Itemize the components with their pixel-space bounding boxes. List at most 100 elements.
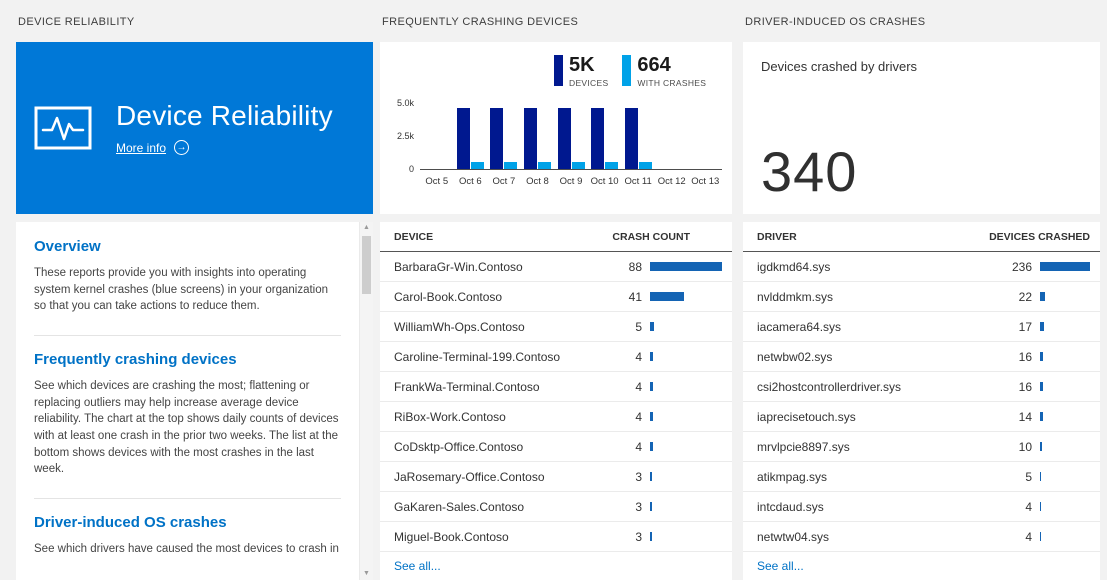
scroll-up-arrow-icon[interactable]: ▲ — [363, 224, 370, 231]
devices-crashed-count: 5 — [1025, 469, 1032, 484]
table-row[interactable]: Miguel-Book.Contoso 3 — [380, 522, 732, 552]
table-row[interactable]: iaprecisetouch.sys 14 — [743, 402, 1100, 432]
device-reliability-tile[interactable]: Device Reliability More info → — [16, 42, 373, 214]
column-header-device-reliability: DEVICE RELIABILITY — [18, 16, 135, 28]
section-overview: Overview These reports provide you with … — [34, 238, 341, 315]
table-row[interactable]: WilliamWh-Ops.Contoso 5 — [380, 312, 732, 342]
column-header-driver: DRIVER — [757, 230, 797, 243]
bar-with-crashes[interactable] — [504, 162, 518, 169]
daily-crash-chart-tile[interactable]: 5K DEVICES 664 WITH CRASHES 5.0k 2.5k 0 — [380, 42, 732, 214]
crash-count-bar — [650, 382, 722, 391]
bar-with-crashes[interactable] — [571, 162, 585, 169]
devices-crashed-label: Devices crashed by drivers — [761, 59, 918, 74]
section-driver-induced-heading: Driver-induced OS crashes — [34, 514, 227, 532]
x-axis-label: Oct 9 — [559, 176, 583, 187]
scrollbar-thumb[interactable] — [362, 236, 371, 294]
table-row[interactable]: nvlddmkm.sys 22 — [743, 282, 1100, 312]
crash-count-bar — [650, 502, 722, 511]
table-row[interactable]: BarbaraGr-Win.Contoso 88 — [380, 252, 732, 282]
devices-crashed-count: 236 — [1011, 259, 1032, 274]
table-row[interactable]: atikmpag.sys 5 — [743, 462, 1100, 492]
bar-with-crashes[interactable] — [638, 161, 652, 169]
driver-name: nvlddmkm.sys — [757, 289, 834, 304]
y-axis-tick-5k: 5.0k — [396, 98, 414, 108]
table-row[interactable]: netwbw02.sys 16 — [743, 342, 1100, 372]
crash-count-bar — [650, 442, 722, 451]
table-row[interactable]: CoDsktp-Office.Contoso 4 — [380, 432, 732, 462]
devices-crashed-bar — [1040, 322, 1090, 331]
crash-count-bar — [650, 322, 722, 331]
bar-devices[interactable] — [523, 107, 537, 169]
table-row[interactable]: GaKaren-Sales.Contoso 3 — [380, 492, 732, 522]
crash-count: 4 — [635, 409, 642, 424]
devices-crashed-count: 340 — [761, 140, 858, 203]
legend-value-with-crashes: 664 — [637, 54, 671, 76]
column-header-devices-crashed: DEVICES CRASHED — [989, 230, 1090, 243]
driver-name: netwtw04.sys — [757, 529, 830, 544]
x-axis-label: Oct 12 — [657, 176, 686, 187]
scroll-down-arrow-icon[interactable]: ▼ — [363, 570, 370, 577]
bar-devices[interactable] — [591, 107, 605, 169]
device-monitor-pulse-icon — [34, 106, 92, 150]
see-all-drivers-link[interactable]: See all... — [757, 559, 804, 573]
crash-count-bar — [650, 412, 722, 421]
legend-item-with-crashes: 664 WITH CRASHES — [622, 55, 706, 88]
crash-count: 3 — [635, 499, 642, 514]
more-info-label[interactable]: More info — [116, 140, 167, 155]
column-header-driver-induced-os-crashes: DRIVER-INDUCED OS CRASHES — [745, 16, 926, 28]
table-row[interactable]: RiBox-Work.Contoso 4 — [380, 402, 732, 432]
bar-with-crashes[interactable] — [537, 162, 551, 169]
x-axis-label: Oct 7 — [492, 176, 516, 187]
devices-crashed-count: 17 — [1018, 319, 1032, 334]
table-row[interactable]: igdkmd64.sys 236 — [743, 252, 1100, 282]
table-row[interactable]: csi2hostcontrollerdriver.sys 16 — [743, 372, 1100, 402]
devices-crashed-count: 14 — [1018, 409, 1032, 424]
table-row[interactable]: intcdaud.sys 4 — [743, 492, 1100, 522]
column-header-crash-count: CRASH COUNT — [612, 230, 690, 243]
crash-count: 4 — [635, 439, 642, 454]
device-name: Miguel-Book.Contoso — [394, 529, 509, 544]
table-row[interactable]: mrvlpcie8897.sys 10 — [743, 432, 1100, 462]
bar-with-crashes[interactable] — [605, 161, 619, 169]
devices-crashed-bar — [1040, 502, 1090, 511]
device-name: Caroline-Terminal-199.Contoso — [394, 349, 561, 364]
crashing-devices-table: DEVICE CRASH COUNT BarbaraGr-Win.Contoso… — [380, 222, 732, 580]
bar-devices[interactable] — [624, 107, 638, 169]
driver-name: atikmpag.sys — [757, 469, 828, 484]
crash-count: 88 — [628, 259, 642, 274]
section-frequently-crashing-body: See which devices are crashing the most;… — [34, 380, 339, 476]
bar-devices[interactable] — [490, 108, 504, 169]
bar-with-crashes[interactable] — [470, 162, 484, 169]
bar-devices[interactable] — [456, 107, 470, 169]
device-name: JaRosemary-Office.Contoso — [394, 469, 545, 484]
x-axis-label: Oct 6 — [458, 176, 482, 187]
devices-crashed-bar — [1040, 352, 1090, 361]
legend-label-devices: DEVICES — [569, 78, 609, 88]
devices-crashed-count: 22 — [1018, 289, 1032, 304]
table-row[interactable]: Carol-Book.Contoso 41 — [380, 282, 732, 312]
crash-count: 5 — [635, 319, 642, 334]
see-all-devices-link[interactable]: See all... — [394, 559, 441, 573]
table-row[interactable]: JaRosemary-Office.Contoso 3 — [380, 462, 732, 492]
crash-count-bar — [650, 532, 722, 541]
table-row[interactable]: FrankWa-Terminal.Contoso 4 — [380, 372, 732, 402]
column-header-device: DEVICE — [394, 230, 434, 243]
crash-count-bar — [650, 352, 722, 361]
scrollbar[interactable]: ▲ ▼ — [359, 222, 373, 580]
section-frequently-crashing-devices: Frequently crashing devices See which de… — [34, 335, 341, 478]
y-axis-tick-2-5k: 2.5k — [396, 131, 414, 141]
devices-crashed-by-drivers-tile[interactable]: Devices crashed by drivers 340 — [743, 42, 1100, 214]
devices-crashed-count: 16 — [1018, 379, 1032, 394]
table-row[interactable]: netwtw04.sys 4 — [743, 522, 1100, 552]
table-row[interactable]: iacamera64.sys 17 — [743, 312, 1100, 342]
driver-name: iaprecisetouch.sys — [757, 409, 856, 424]
x-axis-label: Oct 8 — [526, 176, 549, 187]
bar-devices[interactable] — [557, 108, 571, 169]
crash-count: 4 — [635, 349, 642, 364]
device-name: FrankWa-Terminal.Contoso — [394, 379, 540, 394]
table-row[interactable]: Caroline-Terminal-199.Contoso 4 — [380, 342, 732, 372]
devices-crashed-bar — [1040, 472, 1090, 481]
driver-name: igdkmd64.sys — [757, 259, 831, 274]
chart-column-oct5 — [420, 103, 454, 169]
more-info-link[interactable]: More info → — [116, 140, 333, 156]
